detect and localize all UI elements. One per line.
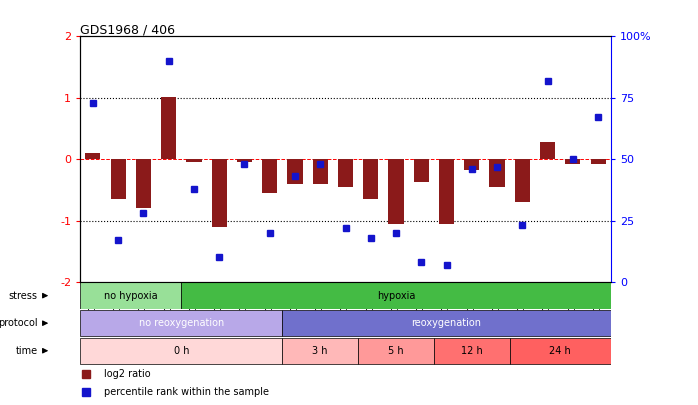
Text: GDS1968 / 406: GDS1968 / 406 (80, 23, 175, 36)
Bar (181, 282, 611, 309)
Bar (439, 159, 454, 224)
Text: time: time (16, 346, 38, 356)
Bar (136, 159, 151, 208)
Text: 3 h: 3 h (313, 346, 328, 356)
Bar (110, 159, 126, 199)
Bar (565, 159, 581, 164)
Bar (510, 337, 611, 364)
Bar (237, 159, 252, 162)
Text: stress: stress (9, 291, 38, 301)
Bar (540, 142, 555, 159)
Bar (591, 159, 606, 164)
Text: 24 h: 24 h (549, 346, 571, 356)
Bar (414, 159, 429, 183)
Text: log2 ratio: log2 ratio (104, 369, 151, 379)
Bar (262, 159, 277, 193)
Bar (288, 159, 302, 184)
Bar (338, 159, 353, 187)
Text: percentile rank within the sample: percentile rank within the sample (104, 387, 269, 397)
Text: protocol: protocol (0, 318, 38, 328)
Text: no reoxygenation: no reoxygenation (139, 318, 224, 328)
Bar (464, 159, 480, 170)
Bar (80, 337, 283, 364)
Bar (363, 159, 378, 199)
Bar (211, 159, 227, 227)
Bar (283, 310, 611, 337)
Text: 0 h: 0 h (174, 346, 189, 356)
Bar (358, 337, 434, 364)
Bar (283, 337, 358, 364)
Bar (489, 159, 505, 187)
Bar (80, 282, 181, 309)
Bar (85, 153, 101, 159)
Bar (389, 159, 403, 224)
Bar (514, 159, 530, 202)
Bar (80, 310, 283, 337)
Bar (313, 159, 328, 184)
Bar (161, 96, 177, 159)
Bar (186, 159, 202, 162)
Text: no hypoxia: no hypoxia (104, 291, 158, 301)
Bar (434, 337, 510, 364)
Text: 12 h: 12 h (461, 346, 483, 356)
Text: hypoxia: hypoxia (377, 291, 415, 301)
Text: reoxygenation: reoxygenation (412, 318, 482, 328)
Text: 5 h: 5 h (388, 346, 404, 356)
